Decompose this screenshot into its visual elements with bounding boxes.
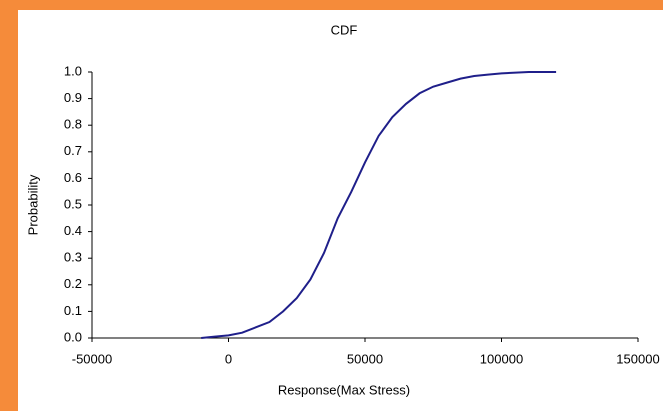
y-tick-label: 0.8 <box>64 117 82 132</box>
x-tick-label: 50000 <box>347 351 383 366</box>
y-axis-label: Probability <box>25 174 40 235</box>
x-tick-label: 150000 <box>616 351 659 366</box>
y-tick-label: 0.9 <box>64 90 82 105</box>
y-tick-label: 0.2 <box>64 276 82 291</box>
y-tick-label: 0.5 <box>64 196 82 211</box>
chart: CDF Response(Max Stress) Probability 0.0… <box>18 10 663 411</box>
x-tick-label: 100000 <box>480 351 523 366</box>
x-tick-label: -50000 <box>72 351 112 366</box>
y-tick-label: 0.7 <box>64 143 82 158</box>
y-tick-label: 0.0 <box>64 329 82 344</box>
x-tick-label: 0 <box>225 351 232 366</box>
chart-title: CDF <box>331 22 358 37</box>
y-tick-label: 0.3 <box>64 250 82 265</box>
cdf-line <box>201 71 557 339</box>
y-tick-label: 0.1 <box>64 303 82 318</box>
y-tick-label: 0.4 <box>64 223 82 238</box>
x-axis-label: Response(Max Stress) <box>278 382 410 397</box>
y-tick-label: 0.6 <box>64 170 82 185</box>
y-tick-label: 1.0 <box>64 63 82 78</box>
